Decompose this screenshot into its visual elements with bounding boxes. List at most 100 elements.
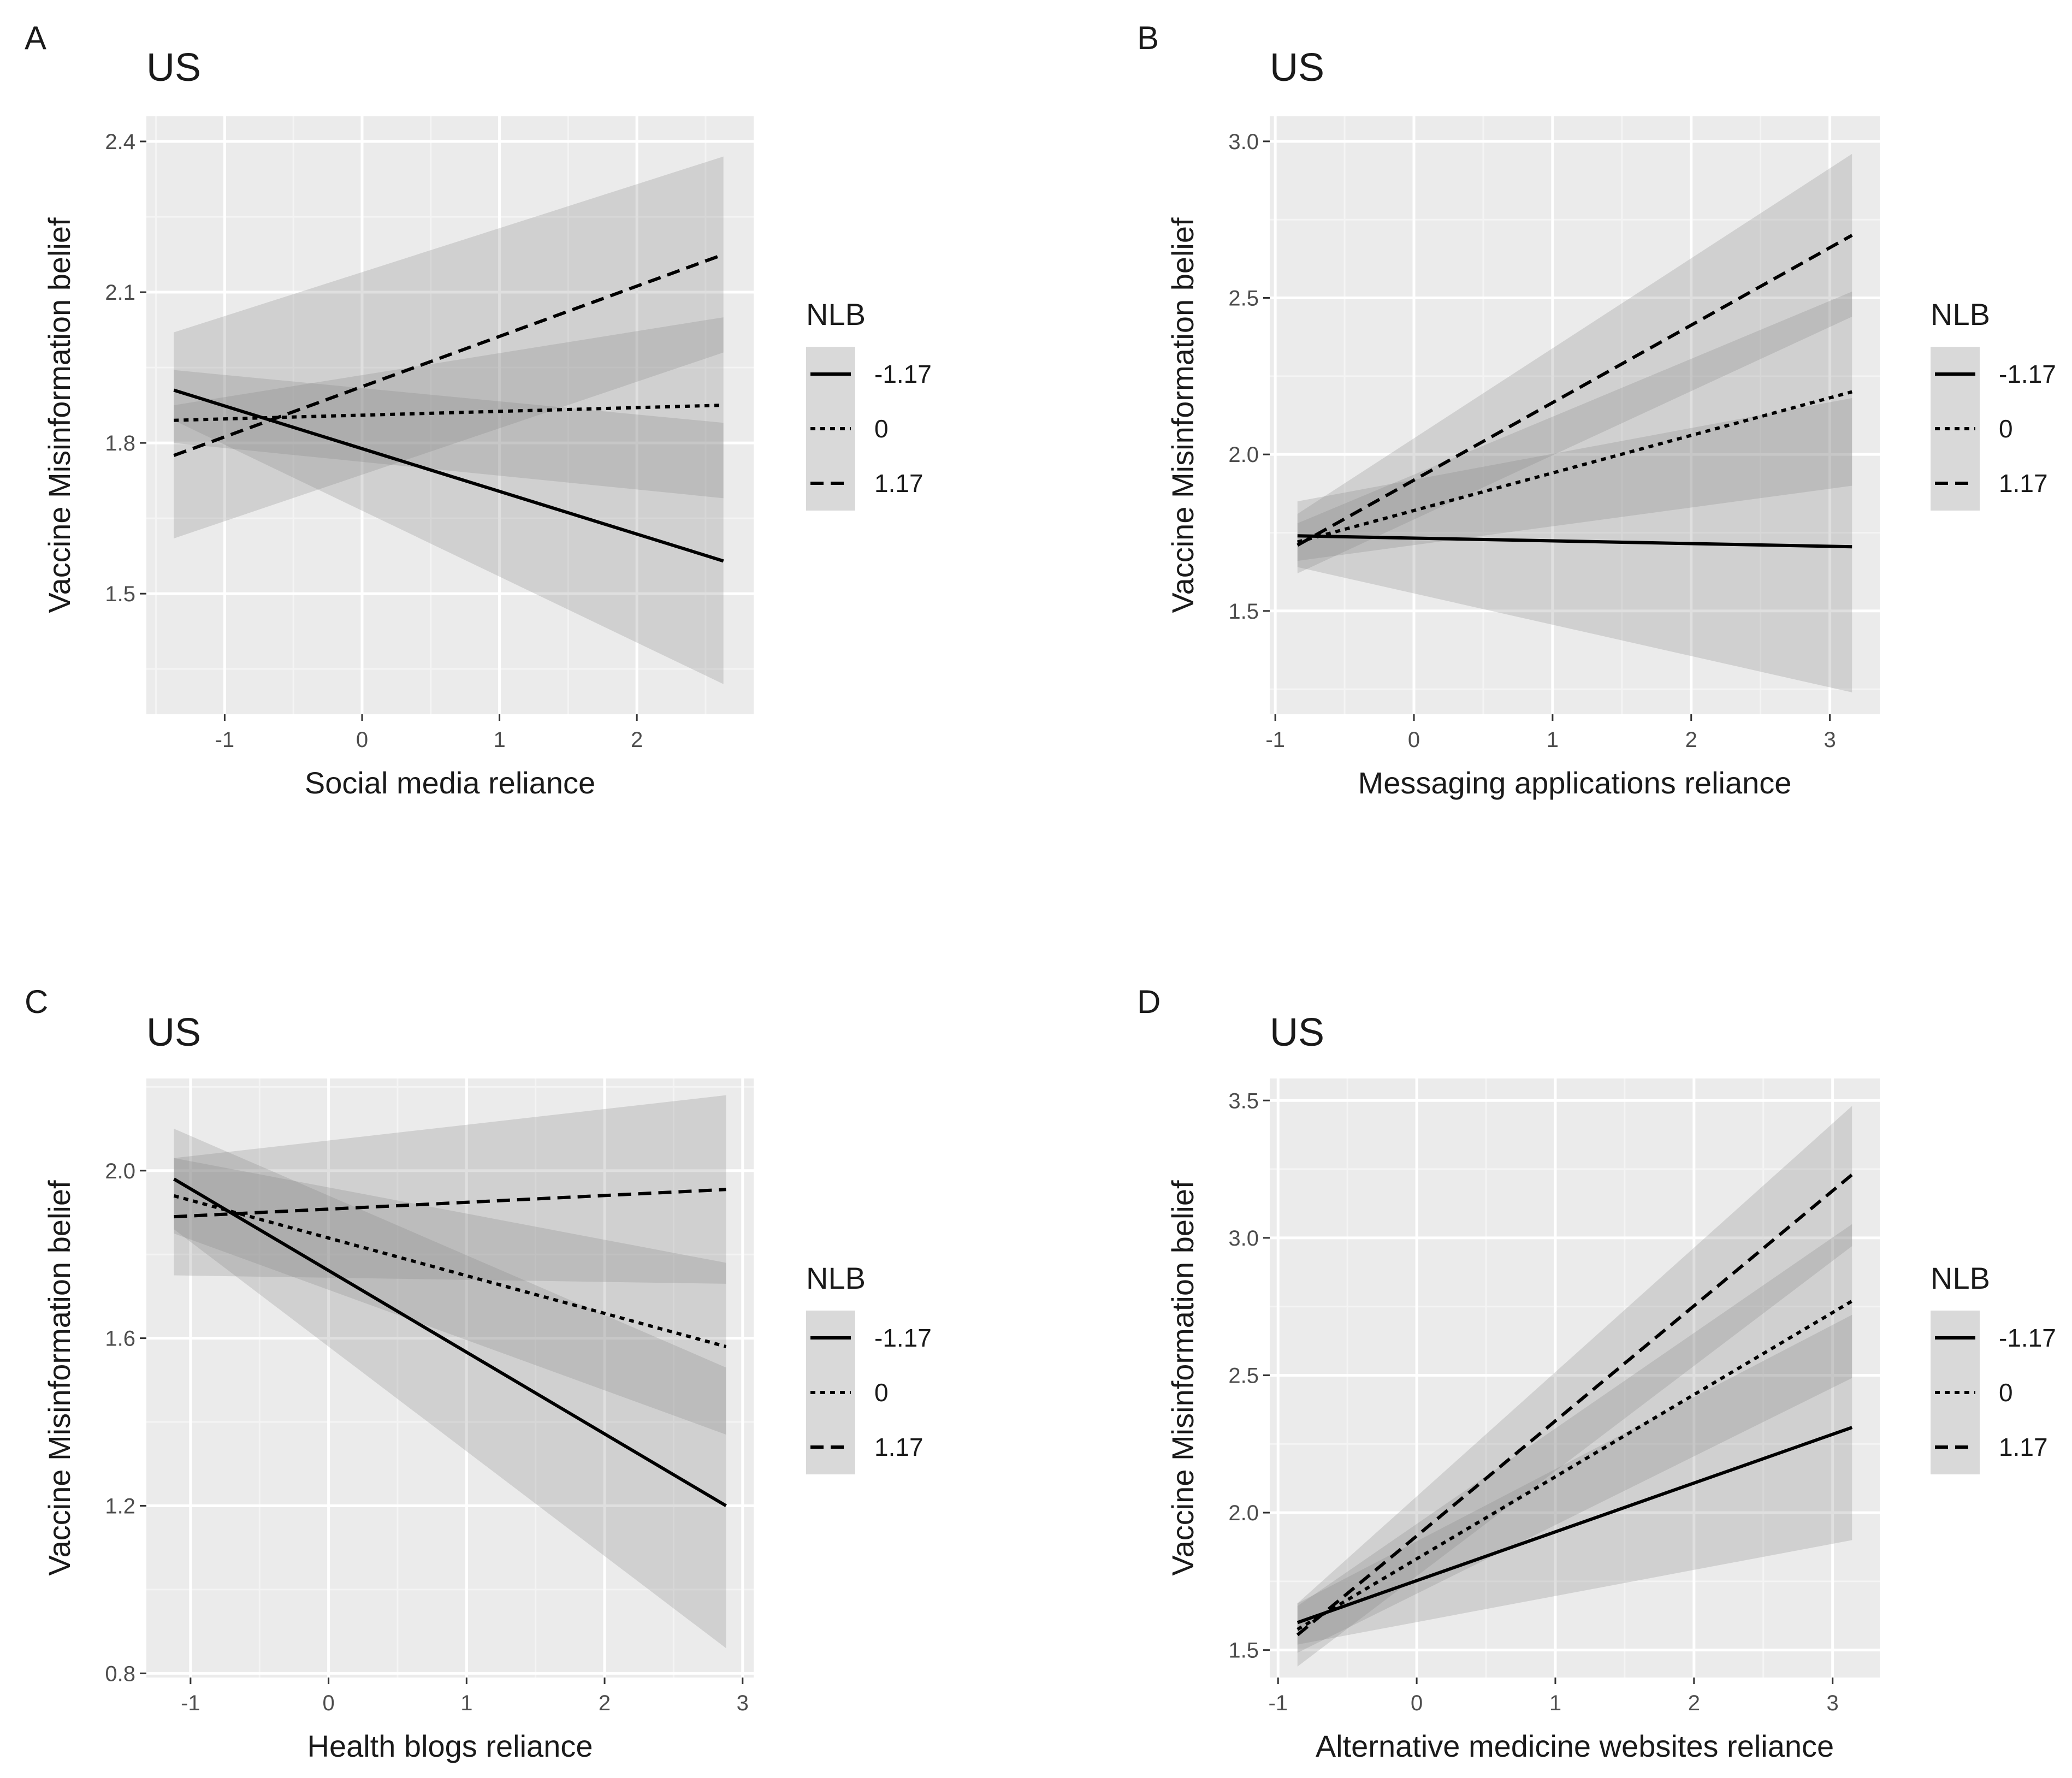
panel-label: A <box>25 20 46 56</box>
ribbons <box>174 1095 726 1649</box>
legend-label: 0 <box>874 1378 889 1407</box>
y-tick-label: 1.5 <box>1228 1639 1259 1663</box>
legend-title: NLB <box>806 297 866 331</box>
ribbon-nlb-2 <box>1297 1106 1852 1667</box>
x-tick-label: 3 <box>1824 728 1836 752</box>
ribbon-nlb-0 <box>174 370 724 684</box>
ribbon-nlb-1 <box>1297 292 1852 561</box>
y-tick-label: 1.6 <box>105 1327 135 1351</box>
series-lines <box>173 253 724 563</box>
ribbon-nlb-1 <box>174 1158 726 1435</box>
plot-background <box>146 116 754 714</box>
y-tick-label: 2.0 <box>1228 1501 1259 1525</box>
legend: NLB -1.17 0 1.17 <box>806 1261 932 1474</box>
legend-label: 0 <box>1999 1378 2013 1407</box>
y-tick-label: 1.8 <box>105 431 135 455</box>
x-tick-label: -1 <box>181 1691 200 1715</box>
y-tick-label: 1.5 <box>105 582 135 606</box>
panel-label: D <box>1137 983 1161 1020</box>
panel-d: D US -1 0 1 2 3 1.5 2.0 2.5 3.0 3.5 Alternative medi… <box>1137 983 2056 1763</box>
legend: NLB -1.17 0 1.17 <box>806 297 932 511</box>
grid <box>1270 116 1880 714</box>
x-tick-label: -1 <box>215 728 235 752</box>
x-tick-label: 2 <box>631 728 643 752</box>
ribbon-nlb-2 <box>174 1095 726 1284</box>
y-tick-label: 2.5 <box>1228 1364 1259 1388</box>
legend-title: NLB <box>1931 297 1990 331</box>
y-tick-label: 2.1 <box>105 281 135 305</box>
panel-title: US <box>146 46 201 90</box>
line-nlb-2 <box>174 1188 726 1219</box>
x-tick-label: 0 <box>356 728 368 752</box>
line-nlb-2 <box>173 253 724 457</box>
plot-background <box>1270 1078 1880 1678</box>
plot-background <box>146 1078 754 1678</box>
legend-title: NLB <box>806 1261 866 1295</box>
x-tick-label: 2 <box>1685 728 1697 752</box>
legend-label: -1.17 <box>874 360 932 388</box>
y-tick-label: 2.0 <box>1228 443 1259 467</box>
x-tick-label: 2 <box>599 1691 611 1715</box>
axes: -1 0 1 2 3 1.5 2.0 2.5 3.0 3.5 <box>1228 1089 1838 1715</box>
x-tick-label: 3 <box>737 1691 749 1715</box>
legend-label: 0 <box>1999 414 2013 443</box>
legend-label: -1.17 <box>874 1324 932 1352</box>
panel-title: US <box>146 1011 201 1054</box>
legend-label: 1.17 <box>1999 469 2048 497</box>
plot-background <box>1270 116 1880 714</box>
line-nlb-0 <box>173 1177 727 1508</box>
axes: -1 0 1 2 3 0.8 1.2 1.6 2.0 <box>105 1159 749 1715</box>
ribbon-nlb-1 <box>174 317 724 499</box>
x-tick-label: -1 <box>1265 728 1285 752</box>
x-tick-label: 2 <box>1688 1691 1700 1715</box>
y-tick-label: 2.4 <box>105 130 135 154</box>
y-tick-label: 2.5 <box>1228 287 1259 311</box>
panel-c: C US -1 0 1 2 3 0.8 1.2 1.6 2.0 Health blogs relian… <box>25 983 932 1763</box>
series-lines <box>173 1177 727 1508</box>
ribbon-nlb-0 <box>174 1129 726 1649</box>
y-tick-label: 1.2 <box>105 1494 135 1518</box>
line-nlb-1 <box>173 1194 727 1348</box>
legend: NLB -1.17 0 1.17 <box>1931 297 2056 511</box>
x-axis-title: Messaging applications reliance <box>1358 766 1792 800</box>
y-axis-title: Vaccine Misinformation belief <box>42 1180 76 1576</box>
panel-title: US <box>1270 46 1324 90</box>
legend-label: -1.17 <box>1999 1324 2056 1352</box>
line-nlb-0 <box>1297 534 1852 549</box>
line-nlb-0 <box>1297 1426 1853 1625</box>
axes: -1 0 1 2 3 1.5 2.0 2.5 3.0 <box>1228 130 1836 752</box>
y-tick-label: 3.0 <box>1228 1226 1259 1250</box>
y-tick-label: 3.0 <box>1228 130 1259 154</box>
ribbon-nlb-0 <box>1297 1314 1852 1645</box>
line-nlb-1 <box>1297 390 1853 544</box>
legend-label: 1.17 <box>1999 1433 2048 1461</box>
x-axis-title: Health blogs reliance <box>307 1729 593 1763</box>
x-tick-label: 0 <box>1411 1691 1423 1715</box>
panel-title: US <box>1270 1011 1324 1054</box>
y-tick-label: 2.0 <box>105 1159 135 1183</box>
x-axis-title: Social media reliance <box>305 766 595 800</box>
y-axis-title: Vaccine Misinformation belief <box>42 217 76 613</box>
x-tick-label: 0 <box>1408 728 1420 752</box>
legend-label: -1.17 <box>1999 360 2056 388</box>
legend-title: NLB <box>1931 1261 1990 1295</box>
legend-label: 0 <box>874 414 889 443</box>
axes: -1 0 1 2 1.5 1.8 2.1 2.4 <box>105 130 643 752</box>
x-tick-label: 0 <box>322 1691 334 1715</box>
y-tick-label: 3.5 <box>1228 1089 1259 1113</box>
y-axis-title: Vaccine Misinformation belief <box>1165 1180 1200 1576</box>
panel-a: A US -1 0 1 2 1.5 1.8 2.1 2.4 Social media relianc… <box>25 20 932 800</box>
panel-label: C <box>25 983 48 1020</box>
panel-label: B <box>1137 20 1159 56</box>
series-lines <box>1296 1173 1854 1637</box>
legend-label: 1.17 <box>874 469 923 497</box>
x-tick-label: 1 <box>1547 728 1559 752</box>
ribbon-nlb-2 <box>1297 153 1852 574</box>
x-tick-label: 1 <box>460 1691 472 1715</box>
x-tick-label: -1 <box>1268 1691 1288 1715</box>
x-tick-label: 1 <box>493 728 505 752</box>
ribbons <box>174 156 724 684</box>
series-lines <box>1297 234 1853 549</box>
y-tick-label: 1.5 <box>1228 600 1259 624</box>
